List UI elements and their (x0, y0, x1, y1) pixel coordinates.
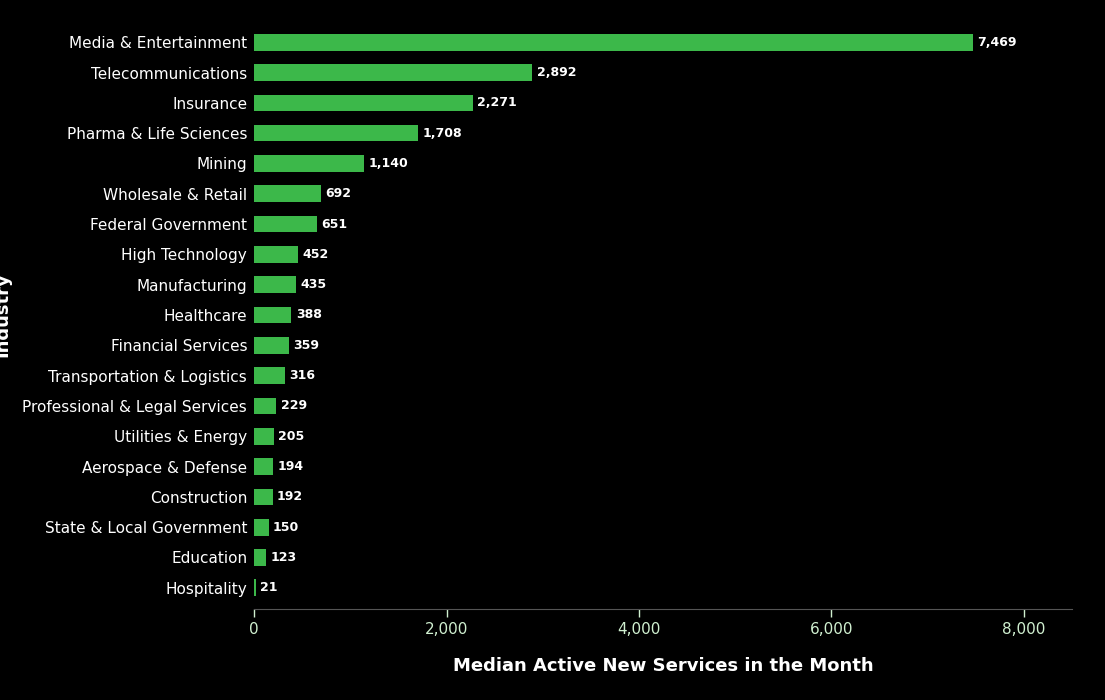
Text: 229: 229 (281, 400, 306, 412)
Bar (254, 276, 296, 293)
Bar (254, 489, 273, 505)
Text: 192: 192 (277, 491, 303, 503)
Y-axis label: Industry: Industry (0, 272, 11, 358)
Bar (254, 34, 972, 50)
Text: 21: 21 (261, 581, 278, 594)
Bar (254, 519, 269, 536)
Bar (254, 549, 266, 566)
Text: 1,708: 1,708 (423, 127, 462, 139)
Text: 435: 435 (301, 278, 326, 291)
Bar (254, 246, 297, 262)
Bar (254, 398, 276, 414)
Bar (254, 186, 320, 202)
Text: 452: 452 (302, 248, 328, 261)
Bar (254, 125, 419, 141)
Bar (254, 428, 274, 444)
Text: 2,892: 2,892 (537, 66, 576, 79)
Text: 388: 388 (296, 309, 322, 321)
Text: 194: 194 (277, 460, 303, 473)
Bar (254, 94, 473, 111)
Text: 2,271: 2,271 (477, 97, 517, 109)
Bar (254, 368, 285, 384)
Bar (254, 307, 292, 323)
Text: 1,140: 1,140 (368, 157, 408, 170)
Text: 316: 316 (288, 369, 315, 382)
Text: 205: 205 (278, 430, 305, 442)
Text: 651: 651 (322, 218, 347, 230)
Text: 359: 359 (293, 339, 319, 352)
Text: 150: 150 (273, 521, 299, 533)
Bar (254, 337, 288, 354)
Bar (254, 580, 256, 596)
Bar (254, 155, 364, 172)
Bar (254, 64, 533, 81)
Text: 692: 692 (325, 188, 351, 200)
Bar (254, 458, 273, 475)
Bar (254, 216, 317, 232)
X-axis label: Median Active New Services in the Month: Median Active New Services in the Month (453, 657, 873, 675)
Text: 123: 123 (271, 551, 296, 564)
Text: 7,469: 7,469 (977, 36, 1017, 49)
